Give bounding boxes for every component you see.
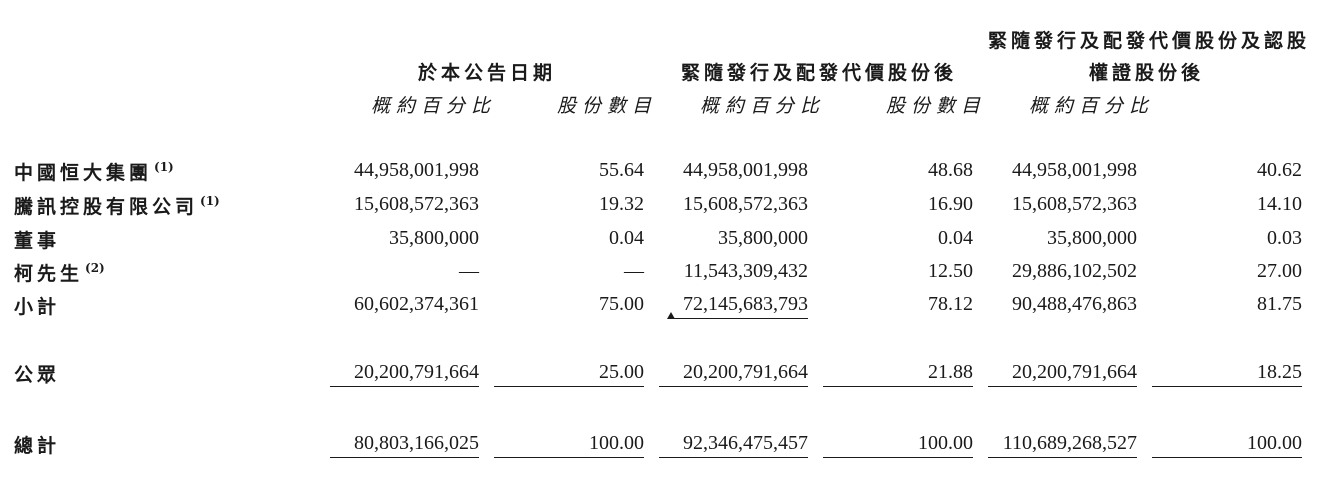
- cell-r5-c5: 20,200,791,664: [1012, 361, 1137, 383]
- total-rule-c4: [823, 457, 973, 458]
- row-label-subtotal: 小計: [14, 296, 61, 318]
- cell-r2-c6: 0.03: [1267, 227, 1302, 249]
- cell-r0-c5: 44,958,001,998: [1012, 159, 1137, 181]
- row-label-tencent-holdings: 騰訊控股有限公司 (1): [14, 194, 220, 218]
- public-rule-c3: [659, 386, 808, 387]
- header-group-after-warrant-shares-line2: 權證股份後: [1089, 62, 1205, 84]
- total-rule-c2: [494, 457, 644, 458]
- cell-r6-c2: 100.00: [589, 432, 644, 454]
- cell-r5-c1: 20,200,791,664: [354, 361, 479, 383]
- cell-r3-c1: —: [459, 260, 479, 282]
- cell-r4-c3: 72,145,683,793: [683, 293, 808, 315]
- cell-r5-c3: 20,200,791,664: [683, 361, 808, 383]
- total-rule-c3: [659, 457, 808, 458]
- subheader-col5: 概約百分比: [1029, 95, 1155, 117]
- cell-r0-c6: 40.62: [1257, 159, 1302, 181]
- cell-r0-c2: 55.64: [599, 159, 644, 181]
- cell-r6-c6: 100.00: [1247, 432, 1302, 454]
- header-group-after-consideration-shares: 緊隨發行及配發代價股份後: [681, 62, 958, 84]
- cell-r4-c5: 90,488,476,863: [1012, 293, 1137, 315]
- public-rule-c6: [1152, 386, 1302, 387]
- cell-r3-c3: 11,543,309,432: [683, 260, 808, 282]
- cell-r1-c4: 16.90: [928, 193, 973, 215]
- footnote-marker: (1): [154, 160, 174, 174]
- cell-r5-c4: 21.88: [928, 361, 973, 383]
- row-label-mr-ke: 柯先生 (2): [14, 261, 105, 285]
- cell-r4-c4: 78.12: [928, 293, 973, 315]
- subheader-col1: 概約百分比: [371, 95, 497, 117]
- row-label-directors: 董事: [14, 230, 61, 252]
- cell-r4-c1: 60,602,374,361: [354, 293, 479, 315]
- cell-r2-c1: 35,800,000: [389, 227, 479, 249]
- cell-r0-c4: 48.68: [928, 159, 973, 181]
- cell-r0-c3: 44,958,001,998: [683, 159, 808, 181]
- cell-r0-c1: 44,958,001,998: [354, 159, 479, 181]
- header-group-announcement-date: 於本公告日期: [418, 62, 557, 84]
- subtotal-underline: [670, 318, 808, 319]
- row-label-evergrande-group: 中國恒大集團 (1): [14, 160, 174, 184]
- cell-r5-c2: 25.00: [599, 361, 644, 383]
- cell-r3-c6: 27.00: [1257, 260, 1302, 282]
- header-group-after-warrant-shares-line1: 緊隨發行及配發代價股份及認股: [988, 30, 1311, 52]
- footnote-marker: (1): [200, 194, 220, 208]
- footnote-marker: (2): [85, 261, 105, 275]
- total-rule-c1: [330, 457, 479, 458]
- cell-r6-c5: 110,689,268,527: [1002, 432, 1137, 454]
- total-rule-c6: [1152, 457, 1302, 458]
- cell-r3-c2: —: [624, 260, 644, 282]
- cell-r6-c1: 80,803,166,025: [354, 432, 479, 454]
- public-rule-c4: [823, 386, 973, 387]
- edit-marker: [667, 312, 675, 319]
- subheader-col4: 股份數目: [886, 95, 987, 117]
- cell-r3-c5: 29,886,102,502: [1012, 260, 1137, 282]
- cell-r1-c2: 19.32: [599, 193, 644, 215]
- row-label-total: 總計: [14, 435, 61, 457]
- cell-r1-c6: 14.10: [1257, 193, 1302, 215]
- cell-r3-c4: 12.50: [928, 260, 973, 282]
- cell-r5-c6: 18.25: [1257, 361, 1302, 383]
- cell-r2-c2: 0.04: [609, 227, 644, 249]
- cell-r2-c3: 35,800,000: [718, 227, 808, 249]
- row-label-public: 公眾: [14, 364, 61, 386]
- cell-r6-c3: 92,346,475,457: [683, 432, 808, 454]
- cell-r1-c5: 15,608,572,363: [1012, 193, 1137, 215]
- cell-r2-c4: 0.04: [938, 227, 973, 249]
- total-rule-c5: [988, 457, 1137, 458]
- subheader-col3: 概約百分比: [700, 95, 826, 117]
- cell-r4-c6: 81.75: [1257, 293, 1302, 315]
- cell-r1-c3: 15,608,572,363: [683, 193, 808, 215]
- cell-r6-c4: 100.00: [918, 432, 973, 454]
- public-rule-c1: [330, 386, 479, 387]
- subheader-col2: 股份數目: [557, 95, 658, 117]
- cell-r2-c5: 35,800,000: [1047, 227, 1137, 249]
- public-rule-c5: [988, 386, 1137, 387]
- public-rule-c2: [494, 386, 644, 387]
- cell-r1-c1: 15,608,572,363: [354, 193, 479, 215]
- cell-r4-c2: 75.00: [599, 293, 644, 315]
